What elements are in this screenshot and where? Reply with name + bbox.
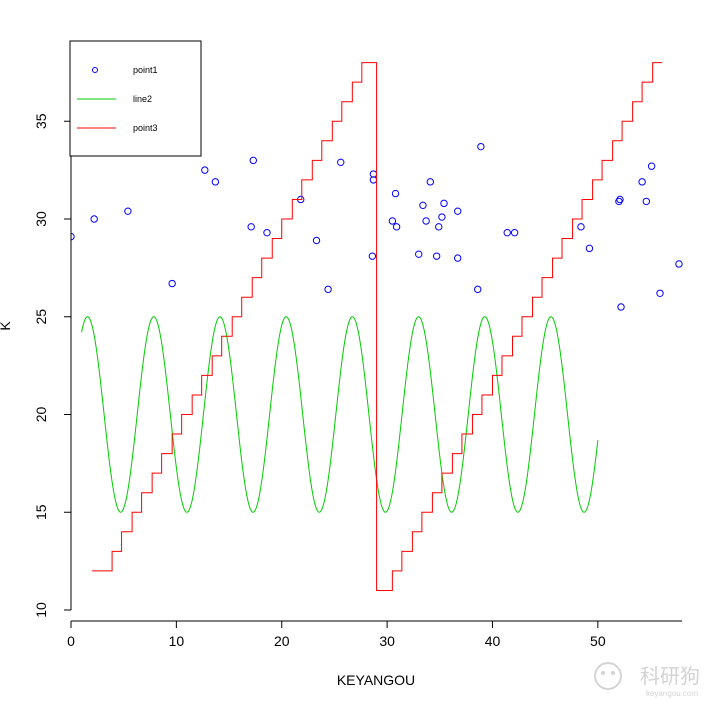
point1-marker [249, 156, 257, 165]
point1-marker [585, 244, 594, 253]
point1-marker [368, 252, 377, 260]
point1-marker [388, 217, 397, 225]
y-tick-label: 25 [33, 309, 49, 325]
point1-marker [510, 228, 519, 237]
watermark-text: 科研狗 [640, 665, 700, 688]
legend: point1 line2 point3 [69, 40, 202, 157]
point1-marker [419, 201, 427, 210]
point1-marker [638, 178, 646, 186]
point1-marker [422, 217, 430, 225]
point1-marker [616, 195, 624, 204]
point1-marker [438, 213, 446, 221]
point1-marker [312, 236, 321, 245]
x-tick-label: 50 [590, 633, 606, 649]
legend-point1-label: point1 [133, 65, 158, 75]
x-tick-label: 30 [379, 633, 395, 649]
point1-marker [391, 189, 400, 198]
point1-marker [647, 162, 656, 170]
point1-marker [426, 178, 435, 186]
y-tick-label: 20 [33, 407, 49, 423]
point1-marker [656, 289, 664, 297]
y-axis-title: K [0, 321, 13, 331]
watermark-url: keyangou.com [646, 689, 698, 698]
line2-curve [81, 316, 599, 513]
point1-marker [168, 279, 176, 288]
x-tick-label: 40 [485, 633, 501, 649]
legend-line2-label: line2 [133, 94, 152, 104]
point1-marker [201, 166, 209, 174]
plot-marks [71, 62, 683, 591]
point1-marker [211, 178, 220, 186]
y-axis: 10 15 20 25 30 35 [33, 113, 72, 618]
x-axis-title: KEYANGOU [337, 672, 415, 688]
point1-marker [90, 215, 98, 223]
point1-marker [477, 142, 485, 151]
point1-marker [617, 303, 625, 311]
x-tick-label: 0 [67, 633, 75, 649]
point1-marker [474, 285, 482, 294]
y-tick-label: 35 [33, 113, 49, 129]
x-tick-label: 10 [169, 633, 185, 649]
point3-step-line [92, 62, 663, 591]
y-tick-label: 10 [33, 602, 49, 618]
point1-marker [577, 223, 585, 231]
point1-marker [263, 228, 271, 237]
point1-marker [440, 199, 448, 208]
point1-marker [454, 207, 462, 215]
point1-marker [247, 223, 255, 231]
y-tick-label: 15 [33, 504, 49, 520]
point1-marker [392, 223, 401, 231]
plot-area [71, 62, 683, 591]
point1-marker [503, 228, 511, 237]
legend-point1-symbol [92, 67, 98, 73]
legend-point3-label: point3 [133, 123, 158, 133]
point1-marker [337, 158, 345, 167]
point1-marker [432, 252, 441, 260]
watermark: 科研狗 keyangou.com [594, 662, 700, 698]
x-axis: 0 10 20 30 40 50 [67, 620, 683, 649]
point1-marker [642, 197, 651, 206]
point1-marker [124, 207, 132, 215]
point1-marker [675, 260, 683, 268]
point1-marker [324, 285, 332, 294]
watermark-logo-icon [594, 662, 622, 690]
point1-marker [454, 254, 462, 262]
y-tick-label: 30 [33, 211, 49, 227]
point1-marker [415, 250, 423, 258]
point1-marker [435, 223, 443, 231]
x-tick-label: 20 [274, 633, 290, 649]
